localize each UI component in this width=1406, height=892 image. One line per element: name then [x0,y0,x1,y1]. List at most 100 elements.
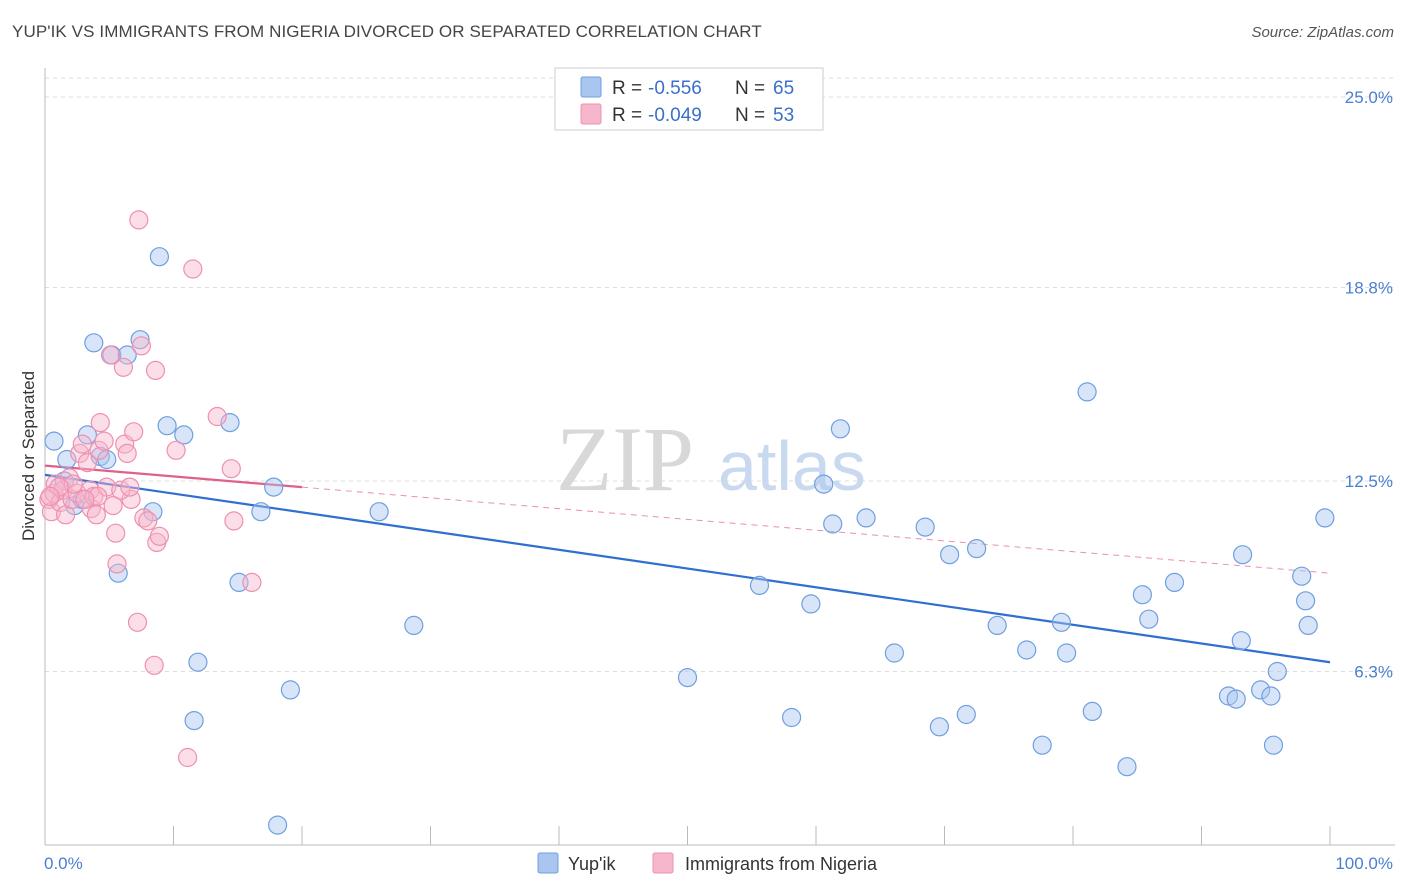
point-series0-61 [1295,591,1316,611]
point-series0-38 [939,545,960,565]
point-series1-24 [107,554,127,574]
point-series0-28 [749,575,770,596]
chart-title: YUP'IK VS IMMIGRANTS FROM NIGERIA DIVORC… [12,22,762,41]
point-series0-39 [956,704,976,725]
point-series0-15 [157,416,177,436]
point-series0-51 [1164,572,1185,593]
point-series0-53 [1226,689,1246,709]
point-series0-56 [1250,680,1271,700]
point-series1-35 [144,655,164,675]
point-series1-17 [89,440,109,460]
point-series0-12 [130,330,150,350]
point-series0-5 [77,425,98,445]
legend-n-label-2: N = [735,105,765,126]
bottom-legend-swatch-nigeria [652,852,674,874]
point-series0-21 [251,502,271,522]
point-series1-19 [94,431,114,451]
point-series1-38 [149,526,169,546]
source-label: Source: ZipAtlas.com [1251,24,1394,41]
point-series0-52 [1218,686,1239,706]
point-series1-45 [242,572,262,593]
point-series0-29 [781,707,802,728]
x-tick-label-0: 0.0% [44,854,83,873]
point-series0-6 [84,333,104,353]
watermark-zip: ZIP [556,408,694,510]
data-points [39,210,1335,835]
point-series0-54 [1231,631,1251,651]
point-series0-11 [117,345,137,365]
point-series1-12 [77,453,98,473]
y-tick-labels: 6.3% 12.5% 18.8% 25.0% [1345,88,1393,681]
x-tick-label-1: 100.0% [1335,854,1393,873]
point-series1-52 [120,477,140,497]
y-axis-title: Divorced or Separated [19,371,38,541]
point-series1-41 [183,259,203,279]
point-series1-31 [129,210,149,230]
point-series0-60 [1292,566,1312,586]
point-series0-26 [404,615,424,636]
y-tick-label-3: 25.0% [1345,88,1393,107]
point-series0-57 [1261,686,1281,706]
point-series0-63 [1315,508,1335,528]
point-series0-16 [174,425,194,445]
legend-r-value-2: -0.049 [648,105,702,126]
point-series1-16 [86,505,107,525]
point-series0-25 [369,502,389,522]
point-series0-59 [1267,661,1287,682]
point-series1-27 [117,443,137,463]
y-tick-label-0: 6.3% [1354,662,1393,681]
point-series0-42 [1017,640,1037,660]
point-series0-35 [884,643,905,663]
bottom-legend-label-nigeria: Immigrants from Nigeria [685,854,878,874]
legend-swatch-nigeria [580,103,602,125]
point-series0-34 [856,508,876,528]
point-series0-17 [184,710,204,731]
point-series0-27 [677,667,698,688]
point-series0-24 [280,680,300,700]
legend-n-label-1: N = [735,78,765,99]
point-series0-46 [1077,382,1097,402]
legend-r-label-2: R = [612,105,642,126]
point-series0-44 [1051,612,1072,632]
legend-swatch-yupik [580,76,602,98]
point-series1-34 [138,511,158,531]
point-series1-32 [131,336,151,356]
watermark-atlas: atlas [718,427,866,505]
point-series1-48 [63,474,83,494]
legend-r-value-1: -0.556 [648,78,702,99]
point-series0-45 [1056,643,1077,663]
point-series0-14 [149,247,169,267]
y-tick-label-1: 12.5% [1345,472,1393,491]
watermark: ZIP atlas [556,408,866,510]
legend-n-value-2: 53 [773,105,794,126]
legend-r-label-1: R = [612,78,642,99]
point-series0-47 [1082,701,1102,722]
point-series1-25 [113,357,134,377]
point-series0-55 [1232,545,1253,565]
point-series1-21 [100,345,121,365]
bottom-legend-swatch-yupik [537,852,559,874]
point-series1-40 [178,747,198,768]
point-series0-50 [1139,609,1159,629]
point-series1-22 [103,496,123,516]
point-series0-41 [987,615,1007,636]
point-series1-39 [166,440,186,460]
point-series0-31 [814,474,834,494]
point-series0-40 [966,538,987,559]
point-series0-58 [1263,735,1284,755]
point-series1-44 [224,511,244,531]
point-series1-29 [124,422,144,442]
point-series0-43 [1032,735,1052,755]
point-series0-48 [1117,757,1137,777]
point-series0-22 [264,477,284,497]
correlation-legend: R = -0.556 N = 65 R = -0.049 N = 53 [554,67,824,131]
bottom-legend-label-yupik: Yup'ik [568,854,616,874]
trend-line-0 [44,473,1331,664]
point-series0-62 [1298,615,1318,636]
point-series0-49 [1132,585,1153,605]
point-series1-30 [127,612,148,632]
point-series1-47 [75,489,95,509]
point-series1-36 [145,360,166,380]
point-series1-18 [90,413,110,433]
